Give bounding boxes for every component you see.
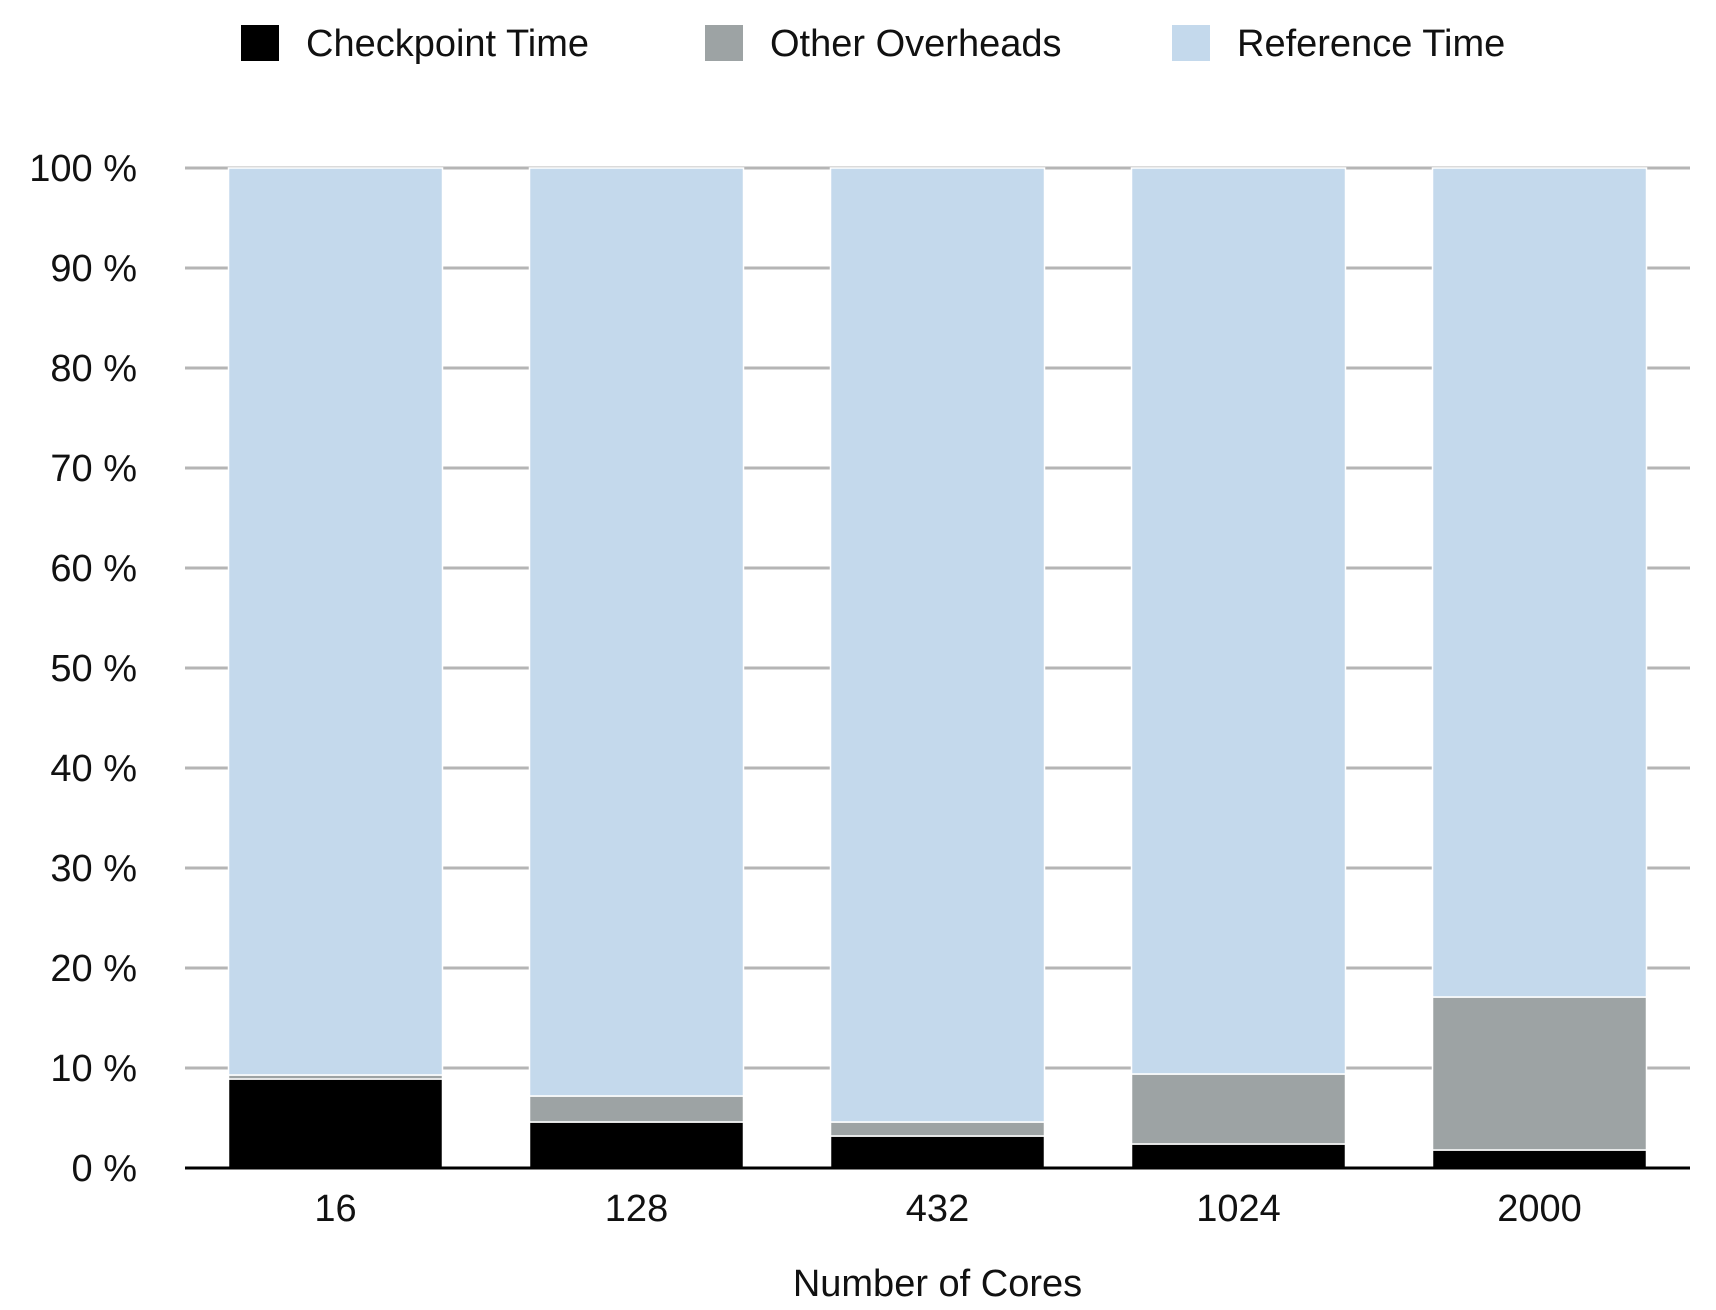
x-tick-label: 16 — [314, 1188, 356, 1230]
bar-segment — [1130, 1073, 1347, 1145]
legend-label: Checkpoint Time — [306, 23, 589, 65]
bar-segment — [528, 1095, 745, 1123]
legend: Checkpoint Time Other Overheads Reference … — [241, 23, 1505, 65]
y-tick-label: 40 % — [50, 748, 137, 790]
y-tick-label: 0 % — [72, 1148, 137, 1190]
y-tick-label: 20 % — [50, 948, 137, 990]
y-tick-label: 60 % — [50, 548, 137, 590]
bar-segment — [227, 1078, 444, 1169]
legend-swatch — [241, 25, 279, 61]
x-axis-tick-labels: 16 128 432 1024 2000 — [314, 1188, 1581, 1230]
bar-segment — [829, 1121, 1046, 1137]
bar-segment — [227, 167, 444, 1076]
x-tick-label: 128 — [605, 1188, 668, 1230]
x-tick-label: 1024 — [1196, 1188, 1281, 1230]
bar-segment — [1431, 996, 1648, 1151]
bar-segment — [829, 1135, 1046, 1169]
y-tick-label: 30 % — [50, 848, 137, 890]
bar-segment — [528, 167, 745, 1097]
bar-segment — [1130, 1143, 1347, 1169]
bar-segment — [1431, 167, 1648, 998]
y-tick-label: 100 % — [29, 148, 137, 190]
bar-segment — [1431, 1149, 1648, 1169]
x-axis-title: Number of Cores — [793, 1263, 1082, 1305]
y-tick-label: 90 % — [50, 248, 137, 290]
y-tick-label: 80 % — [50, 348, 137, 390]
y-tick-label: 10 % — [50, 1048, 137, 1090]
y-tick-label: 70 % — [50, 448, 137, 490]
bars — [227, 167, 1648, 1169]
legend-label: Other Overheads — [770, 23, 1061, 65]
bar-segment — [528, 1121, 745, 1169]
legend-swatch — [705, 25, 743, 61]
x-tick-label: 432 — [906, 1188, 969, 1230]
legend-swatch — [1172, 25, 1210, 61]
x-tick-label: 2000 — [1497, 1188, 1582, 1230]
y-axis-tick-labels: 0 % 10 % 20 % 30 % 40 % 50 % 60 % 70 % 80 % 90 % 1… — [29, 148, 137, 1190]
y-tick-label: 50 % — [50, 648, 137, 690]
bar-segment — [829, 167, 1046, 1123]
legend-label: Reference Time — [1237, 23, 1505, 65]
bar-segment — [1130, 167, 1347, 1075]
